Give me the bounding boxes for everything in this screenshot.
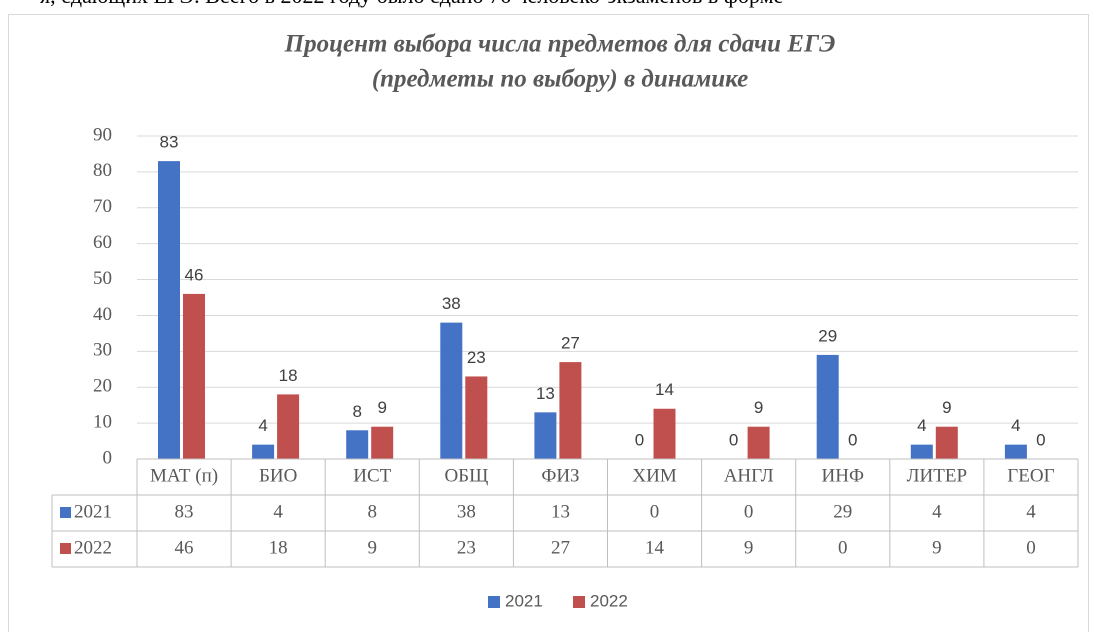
y-tick-label: 0	[103, 447, 113, 468]
table-cell: 8	[368, 501, 378, 522]
legend-key	[488, 596, 500, 608]
data-label: 0	[729, 430, 738, 449]
data-label: 4	[1011, 416, 1020, 435]
table-legend-key	[60, 543, 71, 554]
table-cell: 9	[932, 537, 942, 558]
bar	[534, 412, 557, 459]
data-label: 4	[258, 416, 267, 435]
legend-key	[573, 596, 585, 608]
table-cell: 18	[269, 537, 288, 558]
chart-title: (предметы по выбору) в динамике	[372, 66, 748, 93]
bar	[465, 376, 488, 459]
table-cell: 0	[650, 501, 660, 522]
table-cell: 0	[744, 501, 754, 522]
table-cell: 4	[1026, 501, 1036, 522]
legend-label: 2022	[590, 591, 628, 610]
data-label: 9	[754, 398, 763, 417]
table-cell: 0	[1026, 537, 1036, 558]
bar	[747, 426, 770, 459]
x-tick-label: ГЕОГ	[1007, 465, 1054, 486]
bar	[816, 354, 839, 459]
bar	[346, 430, 369, 459]
bar	[559, 362, 582, 459]
table-cell: 9	[368, 537, 378, 558]
y-tick-label: 30	[93, 340, 112, 361]
table-cell: 46	[175, 537, 194, 558]
y-tick-label: 90	[93, 124, 112, 145]
data-label: 27	[561, 334, 580, 353]
x-tick-label: АНГЛ	[724, 465, 774, 486]
table-cell: 27	[551, 537, 570, 558]
x-tick-label: ИСТ	[353, 465, 391, 486]
bar	[1004, 444, 1027, 459]
chart-title: Процент выбора числа предметов для сдачи…	[284, 31, 836, 58]
bar	[277, 394, 300, 459]
x-tick-label: ИНФ	[822, 465, 864, 486]
x-tick-label: ФИЗ	[541, 465, 579, 486]
data-label: 9	[942, 398, 951, 417]
data-label: 46	[185, 265, 204, 284]
data-label: 4	[917, 416, 926, 435]
data-label: 0	[1036, 430, 1045, 449]
table-cell: 4	[932, 501, 942, 522]
data-label: 18	[279, 366, 298, 385]
bar	[371, 426, 394, 459]
bar	[935, 426, 958, 459]
table-cell: 4	[273, 501, 283, 522]
x-tick-label: ЛИТЕР	[907, 465, 967, 486]
y-tick-label: 60	[93, 232, 112, 253]
x-tick-label: ОБЩ	[444, 465, 488, 486]
data-label: 14	[655, 380, 674, 399]
table-cell: 83	[175, 501, 194, 522]
bar	[252, 444, 275, 459]
data-label: 0	[848, 430, 857, 449]
bar	[183, 293, 205, 459]
table-cell: 9	[744, 537, 754, 558]
x-tick-label: БИО	[259, 465, 297, 486]
table-cell: 38	[457, 501, 476, 522]
table-legend-key	[60, 507, 71, 518]
page-text: я, сдающих ЕГЭ. Всего в 2022 году было с…	[40, 0, 783, 8]
y-tick-label: 50	[93, 268, 112, 289]
data-label: 9	[377, 398, 386, 417]
y-tick-label: 10	[93, 411, 112, 432]
bar	[440, 322, 463, 459]
data-label: 83	[160, 133, 179, 152]
data-label: 8	[352, 402, 361, 421]
bar	[158, 161, 180, 459]
table-row-header: 2021	[74, 501, 112, 522]
y-tick-label: 80	[93, 160, 112, 181]
data-label: 23	[467, 348, 486, 367]
data-label: 0	[635, 430, 644, 449]
data-label: 38	[442, 294, 461, 313]
table-cell: 0	[838, 537, 848, 558]
data-label: 29	[818, 326, 837, 345]
table-row-header: 2022	[74, 537, 112, 558]
bar	[653, 408, 676, 459]
legend-label: 2021	[505, 591, 543, 610]
y-tick-label: 40	[93, 304, 112, 325]
y-tick-label: 20	[93, 376, 112, 397]
y-tick-label: 70	[93, 196, 112, 217]
table-cell: 13	[551, 501, 570, 522]
data-label: 13	[536, 384, 555, 403]
table-cell: 29	[833, 501, 852, 522]
x-tick-label: ХИМ	[632, 465, 676, 486]
x-tick-label: МАТ (п)	[150, 465, 218, 486]
table-cell: 14	[645, 537, 665, 558]
bar	[910, 444, 933, 459]
table-cell: 23	[457, 537, 476, 558]
